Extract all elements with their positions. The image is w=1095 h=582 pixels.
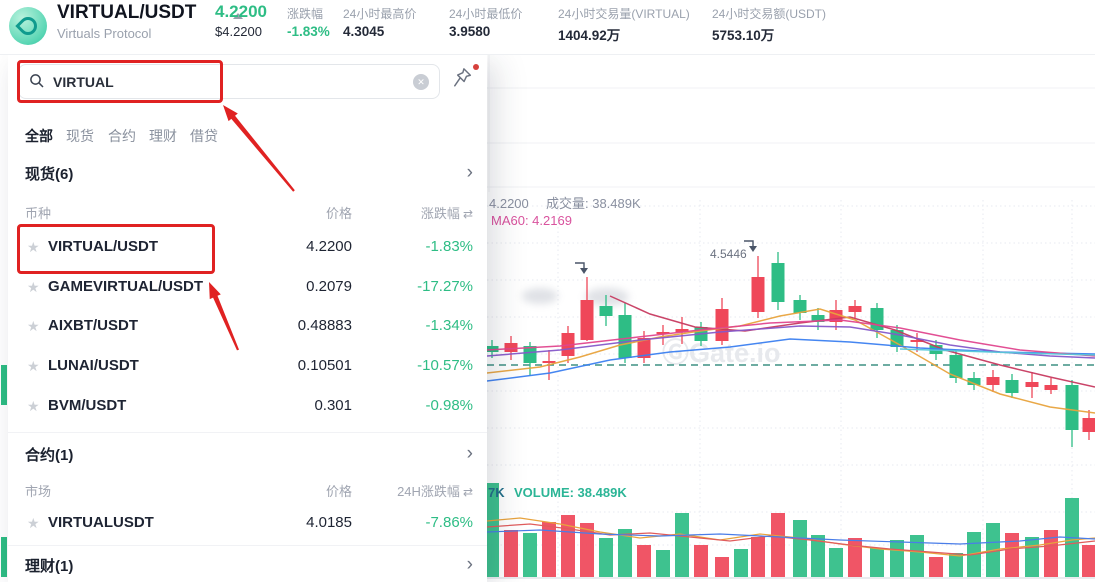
pin-button[interactable]	[452, 64, 480, 94]
stat-label: 24小时交易量(VIRTUAL)	[558, 7, 690, 21]
row-price: 4.2200	[306, 238, 352, 255]
pushpin-icon	[454, 68, 472, 87]
ticker-header: VIRTUAL/USDT Virtuals Protocol 4.2200 $4…	[0, 0, 1095, 55]
row-price: 0.48883	[297, 317, 352, 334]
virtual-token-logo	[9, 7, 47, 45]
spot-row-bvm-usdt[interactable]: ★ BVM/USDT 0.301 -0.98%	[8, 386, 487, 426]
chart-label: MA60: 4.2169	[491, 213, 572, 228]
spot-row-gamevirtual-usdt[interactable]: ★ GAMEVIRTUAL/USDT 0.2079 -17.27%	[8, 267, 487, 307]
col-price: 价格	[325, 206, 352, 221]
row-pair: VIRTUALUSDT	[48, 514, 154, 531]
favorite-star-icon[interactable]: ★	[27, 358, 40, 374]
col-change: 涨跌幅 ⇄	[421, 203, 473, 222]
chart-label: VOLUME: 38.489K	[514, 485, 627, 500]
row-pair: GAMEVIRTUAL/USDT	[48, 278, 203, 295]
tab-futures[interactable]: 合约	[108, 128, 136, 144]
tab-all[interactable]: 全部	[25, 128, 53, 144]
tab-earn[interactable]: 理财	[149, 128, 177, 144]
row-price: 0.301	[314, 397, 352, 414]
row-pair: AIXBT/USDT	[48, 317, 138, 334]
gate-io-watermark: ⒼGate.io	[662, 337, 781, 368]
stat-value: 5753.10万	[712, 28, 775, 43]
chart-label: 4.5446	[710, 247, 747, 261]
earn-section-chevron-icon[interactable]: ›	[466, 554, 473, 575]
chart-label: 成交量: 38.489K	[546, 196, 641, 211]
last-price: 4.2200	[215, 2, 267, 21]
spot-column-headers: 币种 价格 涨跌幅 ⇄	[8, 203, 487, 222]
stat-value: 1404.92万	[558, 28, 621, 43]
chart-label: 7K	[488, 485, 505, 500]
stat-label: 24小时最低价	[449, 7, 523, 21]
row-pair: LUNAI/USDT	[48, 357, 139, 374]
futures-section-chevron-icon[interactable]: ›	[466, 443, 473, 464]
favorite-star-icon[interactable]: ★	[27, 318, 40, 334]
stat-label: 24小时交易额(USDT)	[712, 7, 827, 21]
sort-toggle-icon[interactable]: ⇄	[462, 207, 473, 221]
row-change: -10.57%	[417, 357, 473, 374]
clear-search-icon[interactable]: ✕	[413, 74, 429, 90]
stat-value: 3.9580	[449, 24, 491, 39]
row-price: 4.0185	[306, 514, 352, 531]
row-change: -1.83%	[425, 238, 473, 255]
favorite-star-icon[interactable]: ★	[27, 515, 40, 531]
section-divider	[8, 432, 487, 433]
row-change: -1.34%	[425, 317, 473, 334]
tab-spot[interactable]: 现货	[66, 128, 94, 144]
last-price-usd: $4.2200	[215, 24, 262, 39]
col-market: 市场	[25, 484, 52, 499]
sort-toggle-icon[interactable]: ⇄	[462, 485, 473, 499]
stat-label: 24小时最高价	[343, 7, 417, 21]
chart-label: 4.2200	[489, 196, 529, 211]
favorite-star-icon[interactable]: ★	[27, 239, 40, 255]
col-change-label: 涨跌幅	[420, 206, 460, 221]
tab-lending[interactable]: 借贷	[190, 128, 218, 144]
favorite-star-icon[interactable]: ★	[27, 398, 40, 414]
row-change: -7.86%	[425, 514, 473, 531]
background-chart-sliver	[1, 537, 7, 577]
futures-section-title: 合约(1)	[25, 447, 74, 464]
pair-subtitle: Virtuals Protocol	[57, 26, 152, 41]
earn-section-title: 理财(1)	[25, 558, 74, 575]
virtual-token-logo-mark	[15, 13, 41, 39]
spot-row-virtual-usdt[interactable]: ★ VIRTUAL/USDT 4.2200 -1.83%	[8, 227, 487, 267]
row-price: 0.10501	[297, 357, 352, 374]
spot-section-chevron-icon[interactable]: ›	[466, 162, 473, 183]
spot-row-lunai-usdt[interactable]: ★ LUNAI/USDT 0.10501 -10.57%	[8, 346, 487, 386]
search-icon	[30, 74, 44, 88]
row-pair: BVM/USDT	[48, 397, 127, 414]
col-change: 24H涨跌幅 ⇄	[397, 481, 473, 500]
search-dropdown-panel: ✕ 全部 现货 合约 理财 借贷 现货(6) › 币种 价格 涨跌幅⇄ ★ VI…	[8, 55, 487, 582]
spot-row-aixbt-usdt[interactable]: ★ AIXBT/USDT 0.48883 -1.34%	[8, 306, 487, 346]
favorite-star-icon[interactable]: ★	[27, 279, 40, 295]
pair-name[interactable]: VIRTUAL/USDT	[57, 2, 197, 23]
row-change: -0.98%	[425, 397, 473, 414]
futures-column-headers: 市场 价格 24H涨跌幅 ⇄	[8, 481, 487, 500]
spot-section-title: 现货(6)	[25, 166, 74, 183]
pin-notification-dot	[473, 64, 479, 70]
chevron-up-icon[interactable]	[233, 13, 243, 19]
row-change: -17.27%	[417, 278, 473, 295]
stat-value: -1.83%	[287, 24, 330, 39]
stat-value: 4.3045	[343, 24, 385, 39]
col-price: 价格	[325, 484, 352, 499]
row-pair: VIRTUAL/USDT	[48, 238, 158, 255]
col-coin: 币种	[25, 206, 52, 221]
search-input[interactable]	[51, 66, 401, 97]
background-chart-sliver	[1, 365, 7, 405]
row-price: 0.2079	[306, 278, 352, 295]
col-change-label: 24H涨跌幅	[397, 484, 460, 499]
search-box[interactable]: ✕	[18, 64, 440, 99]
section-divider	[8, 545, 487, 546]
stat-label: 涨跌幅	[287, 7, 324, 21]
futures-row-virtualusdt[interactable]: ★ VIRTUALUSDT 4.0185 -7.86%	[8, 503, 487, 543]
